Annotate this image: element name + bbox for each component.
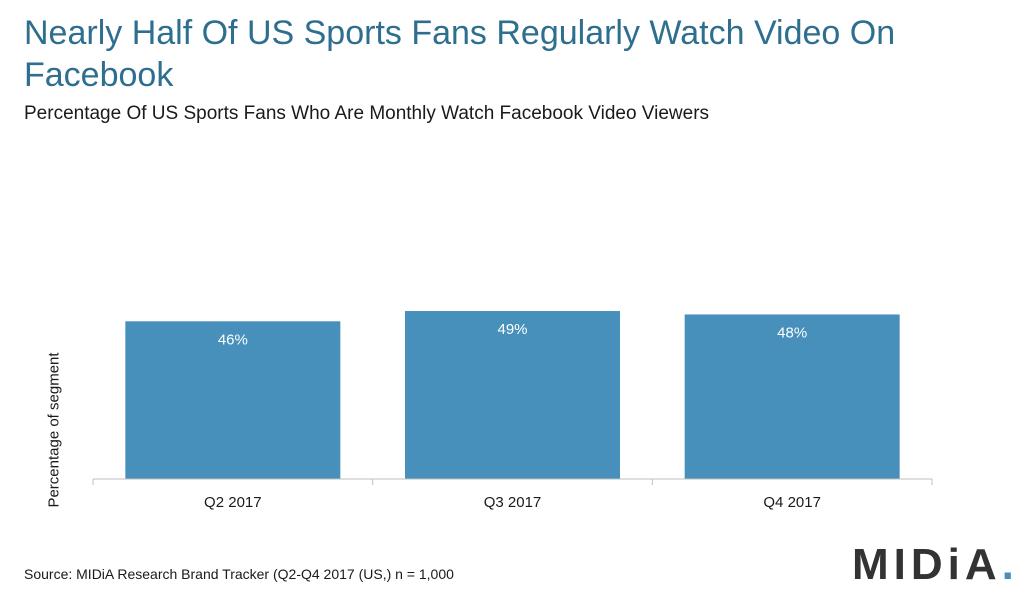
x-tick-label: Q3 2017 xyxy=(484,494,542,511)
chart-subtitle: Percentage Of US Sports Fans Who Are Mon… xyxy=(24,103,710,124)
bar-q3-2017 xyxy=(405,311,620,479)
chart-title: Nearly Half Of US Sports Fans Regularly … xyxy=(24,14,896,94)
x-tick-label: Q2 2017 xyxy=(204,494,262,511)
data-label: 49% xyxy=(497,321,527,338)
source-note: Source: MIDiA Research Brand Tracker (Q2… xyxy=(24,566,454,582)
x-tick-label: Q4 2017 xyxy=(763,494,821,511)
data-label: 48% xyxy=(777,324,807,341)
bar-q4-2017 xyxy=(684,314,900,479)
bar-q2-2017 xyxy=(125,321,341,479)
bars-group: 46% 49% 48% xyxy=(125,311,900,479)
x-axis-ticks xyxy=(92,479,933,485)
x-axis-labels: Q2 2017 Q3 2017 Q4 2017 xyxy=(204,494,821,511)
data-label: 46% xyxy=(218,331,248,348)
midia-logo: MIDiA. xyxy=(852,540,1019,589)
